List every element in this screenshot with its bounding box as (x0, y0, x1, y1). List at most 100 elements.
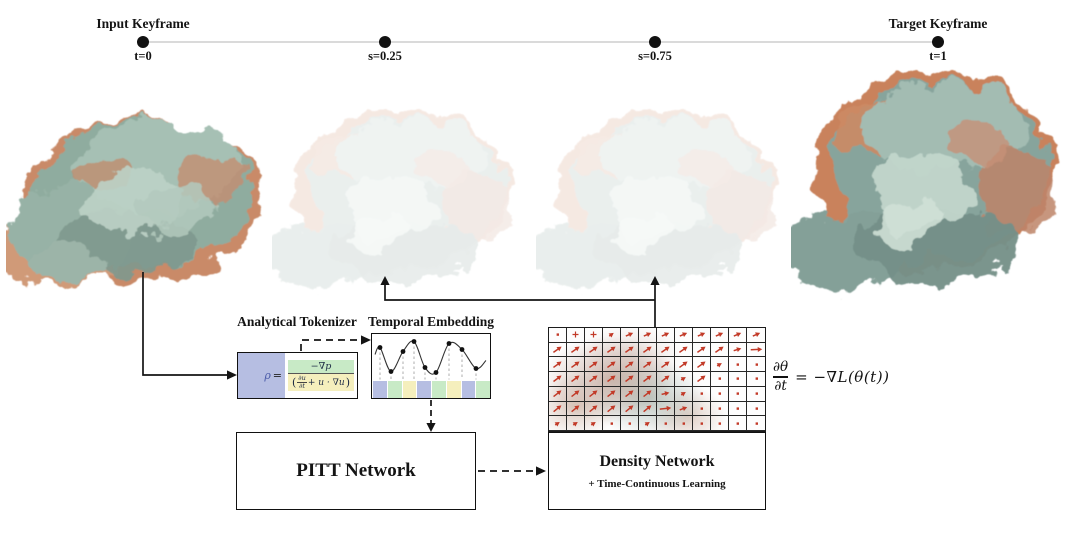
flow-arrow-icon (696, 346, 706, 354)
token-cell-lavender (460, 381, 476, 398)
flow-arrow-icon (680, 377, 686, 383)
flow-arrow-icon (589, 390, 598, 398)
vector-cell (657, 328, 675, 343)
vector-cell (585, 416, 603, 431)
arrow-tokenizer-to-embedding (300, 339, 361, 351)
flow-arrow-icon (554, 421, 560, 427)
equation-rhs: = −∇L(θ(t)) (795, 368, 890, 386)
zero-flow-dot-icon (718, 422, 721, 425)
vector-cell (729, 328, 747, 343)
zero-flow-dot-icon (700, 422, 703, 425)
vector-cell (603, 386, 621, 402)
vector-cell (567, 372, 585, 387)
flow-arrow-icon (642, 346, 652, 354)
zero-flow-dot-icon (628, 422, 631, 425)
vector-cell (639, 401, 657, 417)
vector-cell (693, 342, 711, 358)
vector-cell (693, 416, 711, 431)
vector-cell (639, 342, 657, 358)
smoke-target-keyframe (791, 54, 1069, 306)
flow-arrow-icon (697, 332, 706, 338)
vector-cell (621, 342, 639, 358)
vector-cell (729, 386, 747, 402)
temporal-embedding-box (371, 333, 491, 399)
smoke-plume-illustration (536, 110, 777, 288)
zero-flow-dot-icon (718, 407, 721, 410)
plus-mark-icon (590, 331, 597, 338)
vector-cell (675, 357, 693, 373)
timeline-track (143, 41, 938, 43)
du: ∂u (297, 374, 307, 384)
vector-cell (567, 386, 585, 402)
vector-cell (693, 328, 711, 343)
vector-cell (621, 386, 639, 402)
flow-arrow-icon (661, 375, 670, 383)
zero-flow-dot-icon (755, 407, 758, 410)
vector-cell (621, 372, 639, 387)
flow-arrow-icon (679, 332, 688, 338)
vector-cell (585, 372, 603, 387)
zero-flow-dot-icon (700, 407, 703, 410)
rho-symbol: ρ (264, 369, 271, 382)
dt: ∂t (299, 382, 306, 391)
vector-cell (549, 401, 567, 417)
vector-cell (675, 416, 693, 431)
flow-arrow-icon (572, 421, 578, 427)
vector-cell (621, 401, 639, 417)
flow-arrow-icon (608, 333, 614, 338)
fraction-bar (288, 373, 354, 375)
vector-cell (675, 372, 693, 387)
vector-cell (711, 416, 729, 431)
flow-arrow-icon (571, 375, 580, 383)
vector-cell (693, 357, 711, 373)
vector-cell (657, 372, 675, 387)
flow-arrow-icon (714, 346, 724, 354)
flow-arrow-icon (571, 390, 580, 398)
vector-cell (747, 387, 765, 402)
pitt-network-label: PITT Network (296, 460, 416, 481)
flow-arrow-icon (590, 421, 596, 427)
token-cell-yellow (401, 381, 417, 398)
zero-flow-dot-icon (736, 363, 739, 366)
temporal-token-strip (372, 381, 490, 398)
timeline-dot-input-icon (137, 36, 149, 48)
vector-cell (639, 386, 657, 402)
zero-flow-dot-icon (736, 392, 739, 396)
vector-cell (711, 401, 729, 417)
flow-arrow-icon (588, 346, 598, 354)
vector-cell (639, 416, 657, 431)
vector-cell (747, 357, 765, 373)
vector-cell (693, 401, 711, 417)
smoke-interpolated-s025 (272, 96, 524, 300)
flow-arrow-icon (553, 375, 562, 383)
temporal-embedding-title: Temporal Embedding (368, 314, 494, 329)
vector-cell (585, 357, 603, 373)
vector-cell (711, 372, 729, 387)
vector-cell (621, 416, 639, 431)
vector-cell (567, 401, 585, 417)
flow-arrow-icon (750, 347, 762, 353)
token-cell-green (431, 381, 446, 398)
sample-dot-icon (433, 370, 439, 375)
vector-cell (639, 328, 657, 343)
gradient-descent-equation: ∂θ ∂t = −∇L(θ(t)) (773, 354, 889, 400)
flow-arrow-icon (644, 421, 650, 427)
vector-cell (729, 342, 747, 358)
fraction-bar (773, 376, 789, 378)
zero-flow-dot-icon (736, 377, 739, 381)
vector-cell (621, 357, 639, 373)
flow-arrow-icon (607, 405, 616, 413)
flow-arrow-icon (643, 361, 652, 368)
vector-cell (585, 401, 603, 417)
close-paren: ) (345, 376, 351, 389)
zero-flow-dot-icon (755, 392, 758, 396)
flow-arrow-icon (589, 405, 598, 413)
flow-arrow-icon (679, 361, 688, 368)
tokenizer-fraction: −∇p ( ∂u ∂t + u · ∇u ) (285, 353, 357, 398)
arrowhead-right-icon (227, 370, 237, 380)
zero-flow-dot-icon (700, 392, 703, 396)
zero-flow-dot-icon (755, 422, 758, 425)
density-network-box: Density Network + Time-Continuous Learni… (548, 432, 766, 510)
flow-arrow-icon (625, 332, 634, 338)
